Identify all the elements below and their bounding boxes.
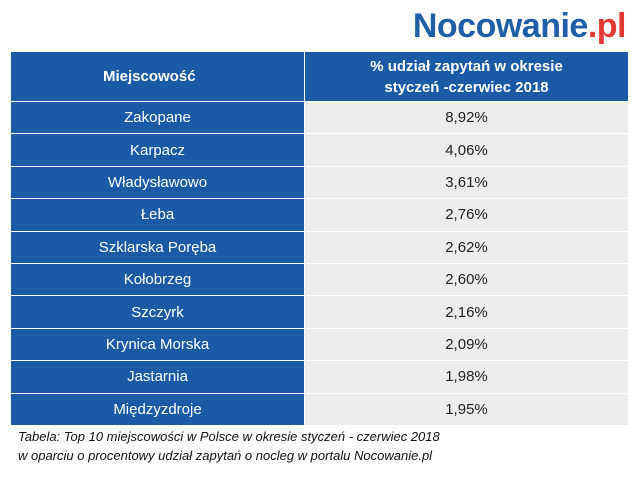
value-cell: 2,09% — [305, 328, 628, 361]
value-cell: 8,92% — [305, 102, 628, 134]
table-row: Szklarska Poręba 2,62% — [11, 231, 628, 264]
table-row: Jastarnia 1,98% — [11, 361, 628, 394]
table-caption: Tabela: Top 10 miejscowości w Polsce w o… — [18, 427, 440, 465]
table-row: Łeba 2,76% — [11, 199, 628, 232]
value-cell: 1,95% — [305, 393, 628, 425]
table-row: Karpacz 4,06% — [11, 134, 628, 167]
value-cell: 2,16% — [305, 296, 628, 328]
header-city: Miejscowość — [11, 52, 305, 101]
value-cell: 2,60% — [305, 263, 628, 296]
logo-main-text: Nocowanie — [412, 7, 588, 45]
table-row: Międzyzdroje 1,95% — [11, 393, 628, 426]
city-cell: Kołobrzeg — [11, 263, 305, 296]
value-cell: 1,98% — [305, 361, 628, 393]
city-cell: Łeba — [11, 199, 305, 231]
logo-tld-text: pl — [596, 7, 627, 45]
header-value: % udział zapytań w okresie styczeń -czer… — [305, 52, 628, 101]
city-cell: Karpacz — [11, 134, 305, 166]
logo-dot: . — [587, 7, 597, 45]
nocowanie-logo: Nocowanie.pl — [412, 6, 627, 46]
city-cell: Jastarnia — [11, 361, 305, 393]
city-cell: Międzyzdroje — [11, 393, 305, 425]
value-cell: 2,62% — [305, 231, 628, 263]
header-value-line1: % udział zapytań w okresie — [370, 57, 563, 75]
table-header-row: Miejscowość % udział zapytań w okresie s… — [11, 52, 628, 102]
table-row: Zakopane 8,92% — [11, 102, 628, 135]
city-cell: Szklarska Poręba — [11, 231, 305, 263]
caption-line1: Tabela: Top 10 miejscowości w Polsce w o… — [18, 429, 440, 444]
city-cell: Władysławowo — [11, 166, 305, 199]
city-cell: Krynica Morska — [11, 328, 305, 361]
header-value-line2: styczeń -czerwiec 2018 — [384, 78, 549, 96]
table-row: Krynica Morska 2,09% — [11, 328, 628, 362]
value-cell: 2,76% — [305, 199, 628, 231]
city-cell: Szczyrk — [11, 296, 305, 328]
value-cell: 4,06% — [305, 134, 628, 166]
caption-line2: w oparciu o procentowy udział zapytań o … — [18, 448, 433, 463]
table-row: Władysławowo 3,61% — [11, 166, 628, 200]
table-row: Szczyrk 2,16% — [11, 296, 628, 329]
ranking-table: Miejscowość % udział zapytań w okresie s… — [11, 52, 628, 426]
table-row: Kołobrzeg 2,60% — [11, 263, 628, 297]
city-cell: Zakopane — [11, 102, 305, 134]
value-cell: 3,61% — [305, 166, 628, 199]
